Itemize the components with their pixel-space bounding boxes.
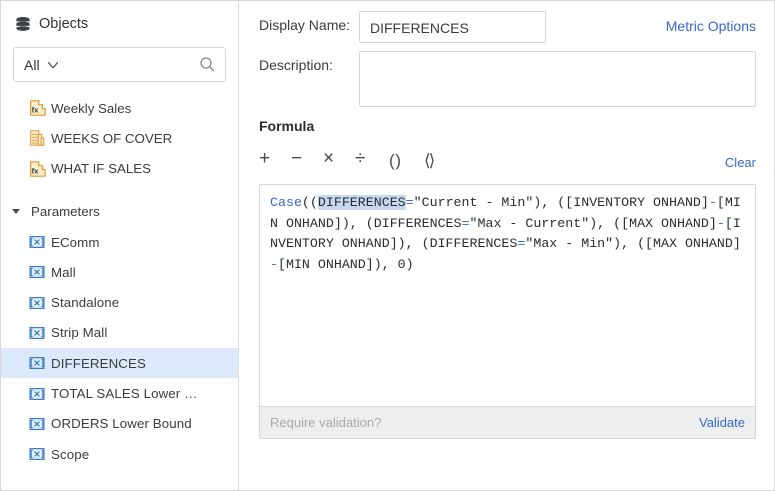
svg-text:fx: fx [32, 106, 40, 115]
svg-text:fx: fx [32, 166, 40, 175]
